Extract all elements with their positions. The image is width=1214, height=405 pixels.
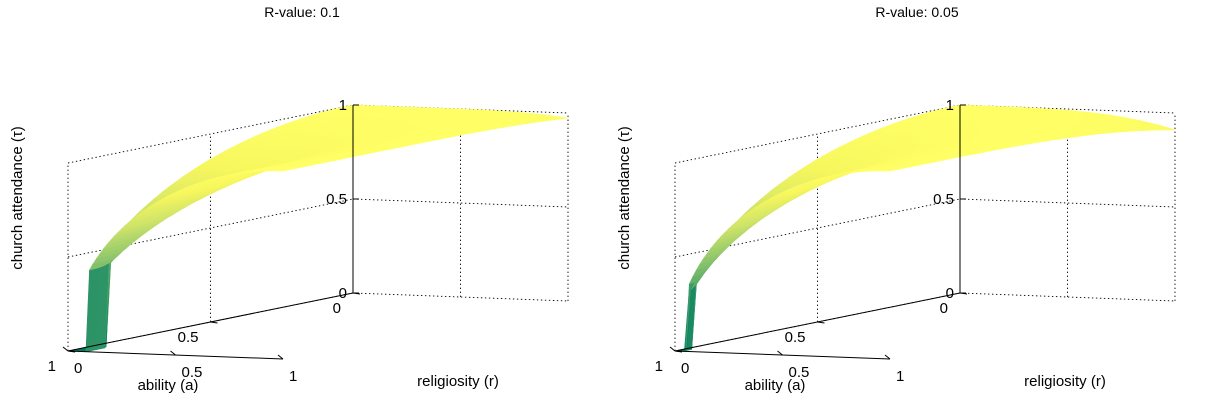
y-tick [67, 350, 76, 353]
y-tick-label: 1 [48, 358, 56, 375]
surface [674, 104, 1176, 352]
y-tick [210, 321, 218, 324]
x-tick-label: 0 [74, 360, 82, 377]
x-tick-label: 0.5 [182, 364, 203, 381]
surface-plot-right: 0 0.5 1 0 0.5 1 0 0.5 1 R-value: 0.05 church att… [607, 0, 1214, 405]
surface-plot-svg: 0 0.5 1 0 0.5 1 0 0.5 1 R-value: 0.1 church atte… [9, 4, 569, 394]
surface-plot-left: 0 0.5 1 0 0.5 1 0 0.5 1 R-value: 0.1 church atte… [9, 4, 569, 394]
surface-patch [279, 169, 288, 172]
x-tick-label: 1 [289, 368, 297, 385]
y-axis-label: ability (a) [138, 377, 199, 394]
z-tick-label: 1 [339, 97, 347, 114]
y-tick-label: 0 [333, 300, 341, 317]
grid-line [674, 104, 961, 164]
y-tick [352, 292, 361, 295]
z-tick-label: 0 [339, 285, 347, 302]
x-tick [62, 346, 69, 352]
z-axis-label: church attendance (τ) [9, 126, 26, 270]
axes: 0 0.5 1 0 0.5 1 0 0.5 1 [48, 97, 361, 385]
grid-line [67, 104, 354, 164]
chart-title: R-value: 0.1 [264, 4, 340, 20]
surface [67, 104, 569, 353]
x-tick [277, 354, 284, 360]
x-tick [170, 350, 176, 356]
y-tick-label: 0.5 [178, 329, 199, 346]
x-axis-label: religiosity (r) [417, 373, 499, 390]
z-tick-label: 0.5 [326, 191, 347, 208]
